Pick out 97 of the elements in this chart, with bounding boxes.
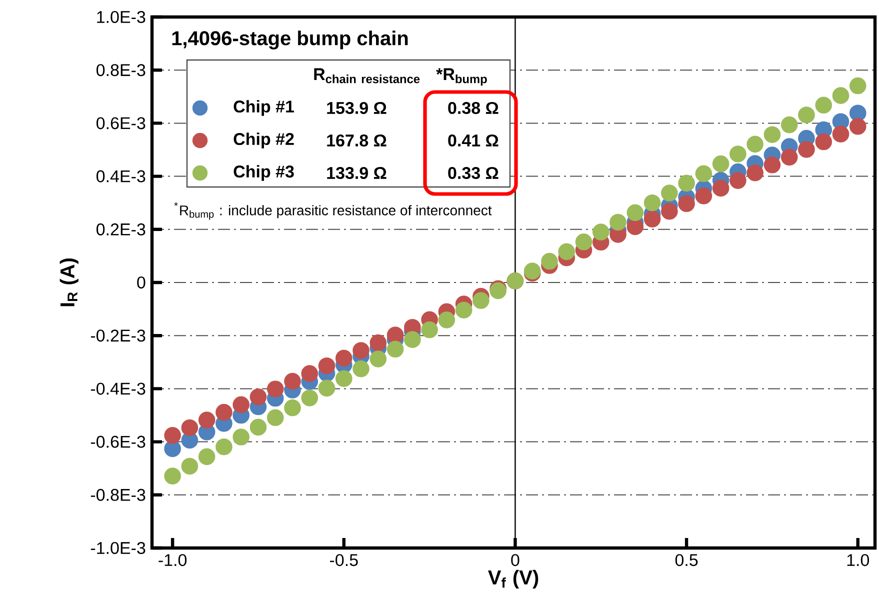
point <box>746 164 764 182</box>
point <box>764 156 781 174</box>
point <box>266 380 284 398</box>
x-tick-label: 0 <box>511 554 520 566</box>
point <box>661 184 678 202</box>
annotation: 153.9 Ω <box>327 102 386 114</box>
point <box>849 118 866 135</box>
x-tick-label: -1.0 <box>158 554 187 566</box>
point <box>370 350 387 368</box>
annotation: 133.9 Ω <box>327 166 386 180</box>
y-tick-label: -1.0E-3 <box>90 542 146 554</box>
point <box>661 202 678 220</box>
point <box>712 180 730 197</box>
point <box>849 77 866 94</box>
annotation: 0.41 Ω <box>448 134 498 147</box>
legend-label: Chip #3 <box>234 165 294 181</box>
legend-label: Chip #2 <box>234 132 294 148</box>
y-tick-label: 0.6E-3 <box>96 117 146 130</box>
point <box>232 396 250 414</box>
point <box>266 409 284 426</box>
point <box>250 418 267 436</box>
point <box>318 357 336 374</box>
point <box>318 380 336 397</box>
y-tick-label: -0.6E-3 <box>90 436 146 448</box>
x-tick-label: -0.5 <box>330 554 358 566</box>
point <box>712 155 730 172</box>
point <box>798 141 815 158</box>
point <box>250 388 267 406</box>
point <box>455 302 472 319</box>
point <box>780 148 798 166</box>
x-axis-title: V$_{f}$ (V) <box>488 570 538 588</box>
point <box>832 87 850 104</box>
point <box>198 412 216 428</box>
point <box>610 214 626 231</box>
y-tick-label: 1.0E-3 <box>97 10 146 24</box>
annotation: *R$_{bump}$ <box>436 68 487 86</box>
point <box>678 174 695 192</box>
x-tick-label: 1.0 <box>847 554 870 566</box>
point <box>644 194 661 212</box>
point <box>678 195 695 212</box>
legend-label: Chip #1 <box>234 100 294 116</box>
annotation: 167.8 Ω <box>327 134 386 147</box>
point <box>746 136 764 153</box>
point <box>695 165 712 182</box>
point <box>386 326 404 344</box>
point <box>815 96 832 114</box>
point <box>558 243 576 260</box>
x-tick-label: 0.5 <box>675 554 698 566</box>
y-tick-label: -0.2E-3 <box>90 330 146 342</box>
point <box>164 427 181 444</box>
y-axis-title: I$_{R}$ (A) <box>60 258 78 306</box>
point <box>386 340 404 358</box>
point <box>301 365 318 382</box>
point <box>730 146 746 162</box>
point <box>284 399 301 416</box>
point <box>352 342 370 359</box>
point <box>575 233 592 250</box>
y-tick-label: -0.8E-3 <box>90 488 146 501</box>
annotation: 1,4096-stage bump chain <box>172 30 408 50</box>
point <box>181 458 198 475</box>
point <box>626 204 644 222</box>
point <box>181 419 198 436</box>
annotation: $\mathbf{R}_{\mathbf{chain\ resistance}}$ <box>314 68 420 84</box>
point <box>730 172 746 189</box>
point <box>370 334 387 352</box>
point <box>626 218 644 236</box>
point <box>832 126 850 142</box>
point <box>352 360 370 378</box>
y-tick-label: 0.8E-3 <box>96 64 146 76</box>
annotation: $^{*}$R$_{bump}$ : include parasitic resistance of interconnect <box>174 202 492 220</box>
point <box>198 448 216 466</box>
point <box>421 321 438 338</box>
point <box>438 312 456 328</box>
point <box>164 468 181 484</box>
point <box>284 372 301 390</box>
point <box>216 438 232 456</box>
point <box>232 428 250 446</box>
point <box>404 331 421 348</box>
y-tick-label: -0.4E-3 <box>90 382 146 395</box>
point <box>815 133 832 150</box>
point <box>335 350 352 367</box>
point <box>780 116 798 134</box>
point <box>472 292 490 309</box>
point <box>335 370 352 388</box>
point <box>695 188 712 204</box>
point <box>541 252 558 270</box>
point <box>798 106 815 124</box>
point <box>764 126 781 144</box>
y-tick-label: 0.2E-3 <box>96 223 146 236</box>
point <box>644 210 661 228</box>
point <box>592 224 610 240</box>
annotation: 0.33 Ω <box>448 166 498 180</box>
y-tick-label: 0 <box>137 276 146 289</box>
annotation: 0.38 Ω <box>448 102 498 114</box>
y-tick-label: 0.4E-3 <box>96 170 146 182</box>
point <box>216 404 232 421</box>
point <box>301 390 318 406</box>
